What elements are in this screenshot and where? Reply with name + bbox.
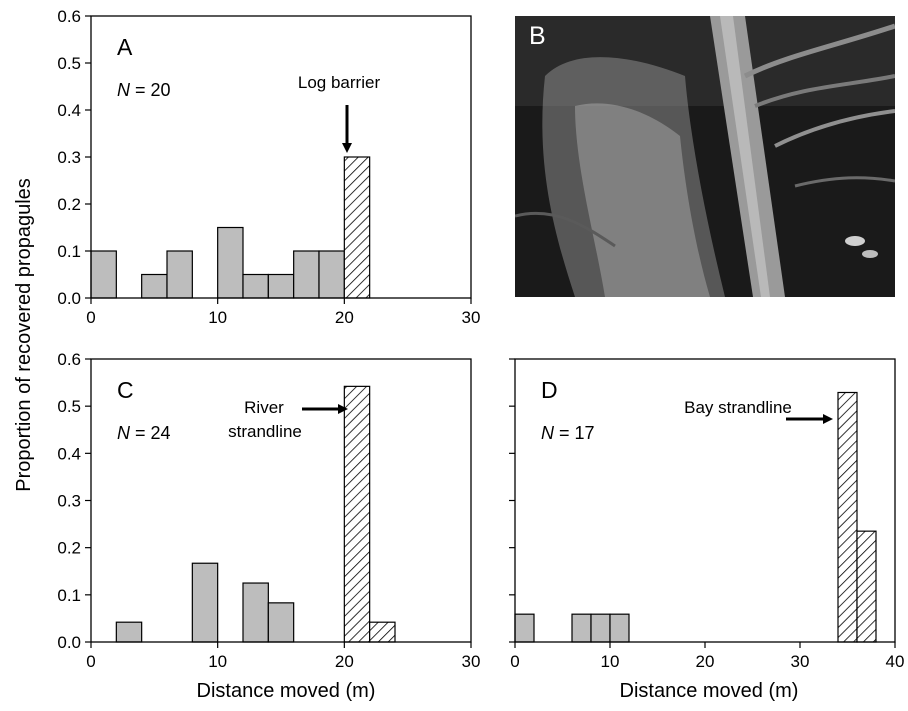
x-tick-label: 10: [208, 308, 227, 327]
y-tick-label: 0.3: [57, 492, 81, 511]
sample-size-label: N = 17: [541, 423, 595, 443]
gray-bar: [267, 602, 295, 643]
sample-size-label: N = 24: [117, 423, 171, 443]
x-tick-label: 20: [335, 308, 354, 327]
hatched-bar: [856, 530, 877, 643]
gray-bar: [590, 613, 611, 643]
y-tick-label: 0.4: [57, 101, 81, 120]
x-tick-label: 40: [886, 652, 905, 671]
y-tick-label: 0.6: [57, 350, 81, 369]
annotation-label: River: [244, 398, 284, 417]
panel-c: 0.0 0.1 0.2 0.3 0.4 0.5 0.6 0 10 20 30 C N = 24 River…: [57, 350, 480, 671]
gray-bar: [217, 226, 244, 299]
x-axis-label-right: Distance moved (m): [620, 680, 799, 702]
x-tick-label: 0: [86, 652, 95, 671]
hatched-bar: [837, 391, 858, 643]
panel-a: 0.0 0.1 0.2 0.3 0.4 0.5 0.6 0 10 20 30 A N = 20 Log b…: [57, 7, 480, 327]
hatched-bar: [369, 621, 396, 643]
y-tick-label: 0.2: [57, 539, 81, 558]
x-tick-label: 30: [462, 308, 481, 327]
gray-bar: [115, 621, 143, 643]
sample-size-label: N = 20: [117, 80, 171, 100]
x-tick-label: 0: [510, 652, 519, 671]
x-tick-label: 30: [462, 652, 481, 671]
x-tick-label: 30: [791, 652, 810, 671]
x-axis-label-left: Distance moved (m): [197, 680, 376, 702]
y-tick-label: 0.5: [57, 54, 81, 73]
x-tick-label: 0: [86, 308, 95, 327]
y-tick-label: 0.0: [57, 633, 81, 652]
y-axis-label: Proportion of recovered propagules: [13, 178, 35, 492]
gray-bar: [609, 613, 630, 643]
hatched-bar: [343, 385, 371, 643]
panel-label-c: C: [117, 377, 134, 403]
gray-bar: [318, 250, 345, 299]
annotation-label: strandline: [228, 422, 302, 441]
y-tick-label: 0.2: [57, 195, 81, 214]
gray-bar: [166, 250, 193, 299]
gray-bar: [242, 582, 269, 643]
gray-bar: [514, 613, 535, 643]
y-tick-label: 0.1: [57, 242, 81, 261]
x-tick-label: 10: [601, 652, 620, 671]
annotation-label: Bay strandline: [684, 398, 792, 417]
log-photo: [515, 16, 895, 297]
y-tick-label: 0.1: [57, 586, 81, 605]
gray-bar: [242, 273, 269, 299]
x-tick-label: 20: [696, 652, 715, 671]
gray-bar: [141, 273, 168, 299]
plot-frame: [90, 15, 472, 299]
panel-label-a: A: [117, 34, 133, 60]
gray-bar: [267, 273, 295, 299]
y-tick-label: 0.6: [57, 7, 81, 26]
gray-bar: [571, 613, 592, 643]
x-tick-label: 10: [208, 652, 227, 671]
y-tick-label: 0.5: [57, 397, 81, 416]
gray-bar: [191, 562, 219, 643]
photo-panel: B: [515, 16, 895, 297]
hatched-bar: [343, 156, 371, 299]
annotation-label: Log barrier: [298, 73, 381, 92]
gray-bar: [90, 250, 117, 299]
y-tick-label: 0.4: [57, 444, 81, 463]
panel-label-b: B: [529, 22, 546, 50]
y-tick-label: 0.3: [57, 148, 81, 167]
panel-d: 0 10 20 30 40 D N = 17 Bay strandline: [509, 358, 905, 671]
x-tick-label: 20: [335, 652, 354, 671]
panel-label-d: D: [541, 377, 558, 403]
y-tick-label: 0.0: [57, 289, 81, 308]
gray-bar: [293, 250, 320, 299]
